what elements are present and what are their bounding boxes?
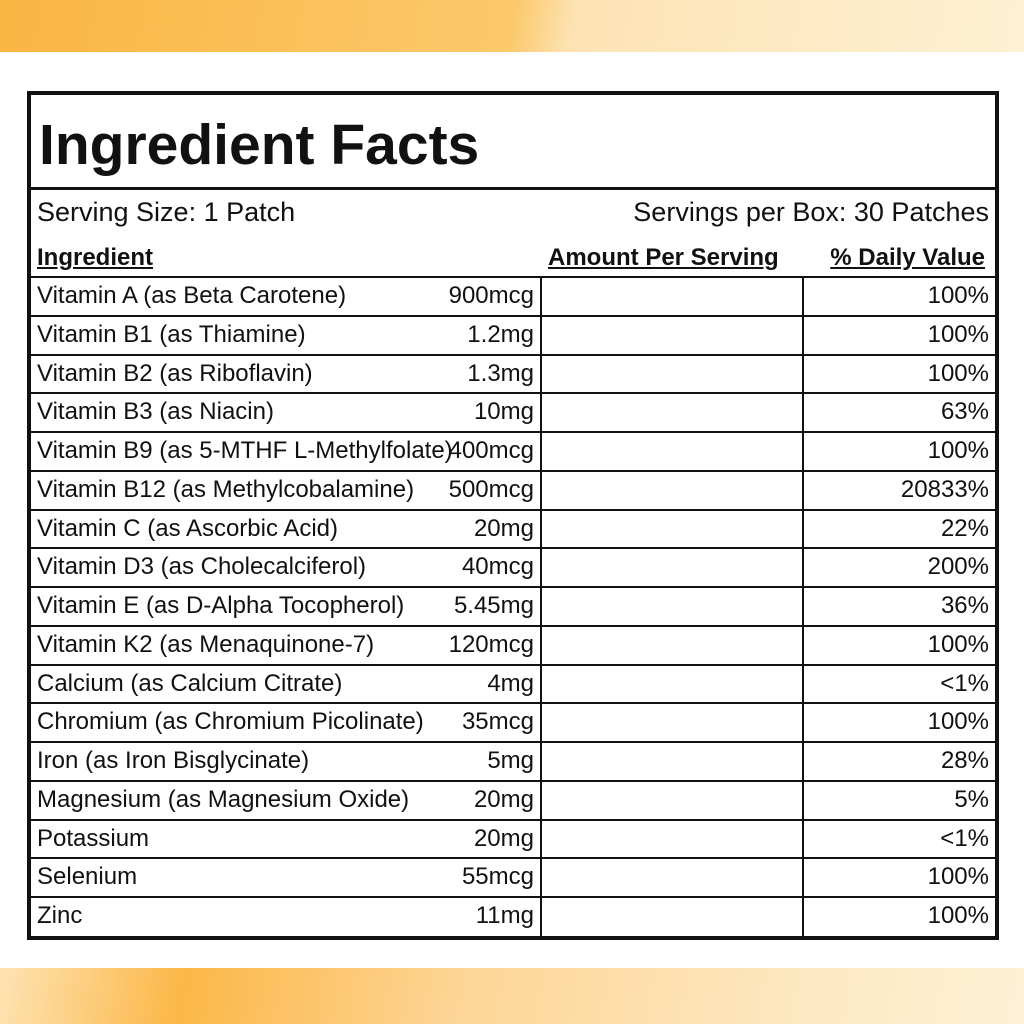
divider <box>31 187 995 190</box>
row-line <box>31 353 995 356</box>
amount: 1.3mg <box>467 359 534 387</box>
amount: 5mg <box>487 747 534 775</box>
ingredient-name: Iron (as Iron Bisglycinate) <box>37 747 310 775</box>
column-line <box>802 277 804 936</box>
daily-value: 100% <box>927 282 989 309</box>
amount: 20mg <box>473 785 534 813</box>
ingredient-name: Chromium (as Chromium Picolinate) <box>37 708 424 736</box>
facts-panel: Ingredient Facts Serving Size: 1 Patch S… <box>27 91 999 940</box>
amount: 11mg <box>475 902 534 930</box>
daily-value: 100% <box>927 320 989 348</box>
row-line <box>31 314 995 317</box>
amount: 20mg <box>473 514 534 542</box>
column-line <box>540 277 542 936</box>
daily-value: 100% <box>927 902 989 930</box>
amount: 5.45mg <box>453 592 534 620</box>
servings-per-box: Servings per Box: 30 Patches <box>633 197 989 227</box>
row-line <box>31 857 995 860</box>
row-line <box>31 741 995 744</box>
ingredient-name: Vitamin D3 (as Cholecalciferol) <box>37 553 367 581</box>
daily-value: 100% <box>927 863 989 891</box>
amount: 900mcg <box>448 282 534 309</box>
amount: 400mcg <box>448 437 534 465</box>
daily-value: 28% <box>940 747 989 775</box>
amount: 4mg <box>487 669 534 697</box>
row-line <box>31 779 995 782</box>
ingredient-name: Vitamin C (as Ascorbic Acid) <box>37 514 338 542</box>
daily-value: 63% <box>940 398 989 426</box>
row-line <box>31 276 995 278</box>
daily-value: 100% <box>927 359 989 387</box>
row-line <box>31 547 995 550</box>
ingredient-name: Vitamin E (as D-Alpha Tocopherol) <box>37 592 405 620</box>
serving-size: Serving Size: 1 Patch <box>37 197 296 227</box>
column-header: % Daily Value <box>830 244 985 271</box>
ingredient-name: Vitamin B1 (as Thiamine) <box>37 320 306 348</box>
ingredient-name: Vitamin K2 (as Menaquinone-7) <box>37 630 375 658</box>
amount: 120mcg <box>448 630 534 658</box>
ingredient-name: Vitamin A (as Beta Carotene) <box>37 282 347 309</box>
amount: 55mcg <box>461 863 534 891</box>
amount: 10mg <box>473 398 534 426</box>
row-line <box>31 508 995 511</box>
row-line <box>31 431 995 434</box>
row-line <box>31 896 995 899</box>
daily-value: 36% <box>940 592 989 620</box>
row-line <box>31 586 995 589</box>
amount: 1.2mg <box>467 320 534 348</box>
amount: 20mg <box>473 824 534 852</box>
ingredient-name: Magnesium (as Magnesium Oxide) <box>37 785 410 813</box>
daily-value: 22% <box>940 514 989 542</box>
daily-value: 200% <box>927 553 989 581</box>
daily-value: <1% <box>940 669 989 697</box>
row-line <box>31 392 995 395</box>
row-line <box>31 818 995 821</box>
amount: 500mcg <box>448 475 534 503</box>
column-header: Amount Per Serving <box>548 244 779 271</box>
top-band <box>0 0 1024 52</box>
daily-value: 20833% <box>900 475 989 503</box>
daily-value: 100% <box>927 437 989 465</box>
daily-value: 100% <box>927 708 989 736</box>
row-line <box>31 624 995 627</box>
title: Ingredient Facts <box>39 113 480 177</box>
daily-value: 100% <box>927 630 989 658</box>
ingredient-name: Vitamin B9 (as 5-MTHF L-Methylfolate) <box>37 437 453 465</box>
ingredient-name: Potassium <box>37 824 150 852</box>
ingredient-name: Zinc <box>37 902 83 930</box>
row-line <box>31 702 995 705</box>
amount: 35mcg <box>461 708 534 736</box>
ingredient-name: Vitamin B12 (as Methylcobalamine) <box>37 475 415 503</box>
row-line <box>31 663 995 666</box>
ingredient-name: Calcium (as Calcium Citrate) <box>37 669 343 697</box>
amount: 40mcg <box>461 553 534 581</box>
ingredient-name: Selenium <box>37 863 138 891</box>
row-line <box>31 469 995 472</box>
bottom-band <box>0 968 1024 1024</box>
daily-value: 5% <box>954 785 989 813</box>
column-header: Ingredient <box>37 244 154 271</box>
ingredient-name: Vitamin B3 (as Niacin) <box>37 398 274 426</box>
daily-value: <1% <box>940 824 989 852</box>
ingredient-name: Vitamin B2 (as Riboflavin) <box>37 359 313 387</box>
